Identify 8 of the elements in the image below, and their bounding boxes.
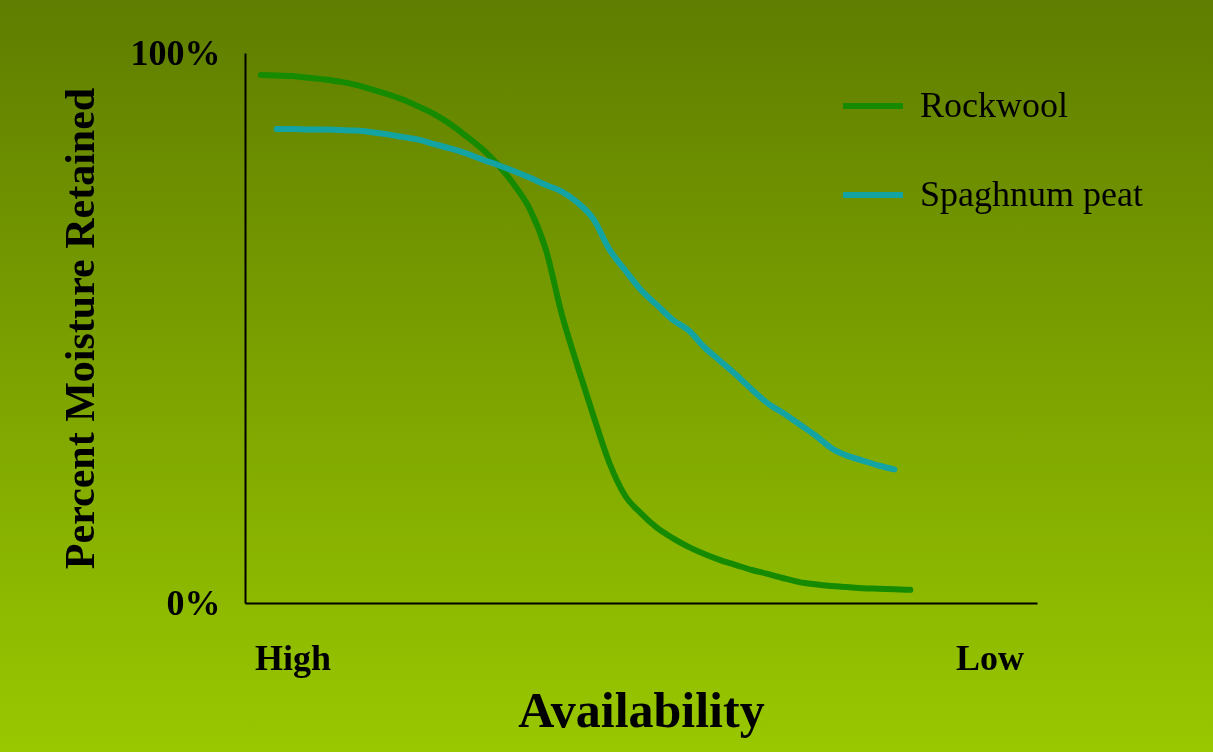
y-tick-label: 100%	[130, 32, 221, 73]
legend-label: Spaghnum peat	[920, 174, 1143, 214]
legend-label: Rockwool	[920, 85, 1068, 125]
x-tick-label: High	[255, 637, 332, 678]
x-tick-label: Low	[955, 637, 1024, 678]
x-axis-title: Availability	[518, 681, 765, 738]
y-axis-title: Percent Moisture Retained	[56, 87, 103, 570]
y-tick-label: 0%	[166, 582, 221, 623]
